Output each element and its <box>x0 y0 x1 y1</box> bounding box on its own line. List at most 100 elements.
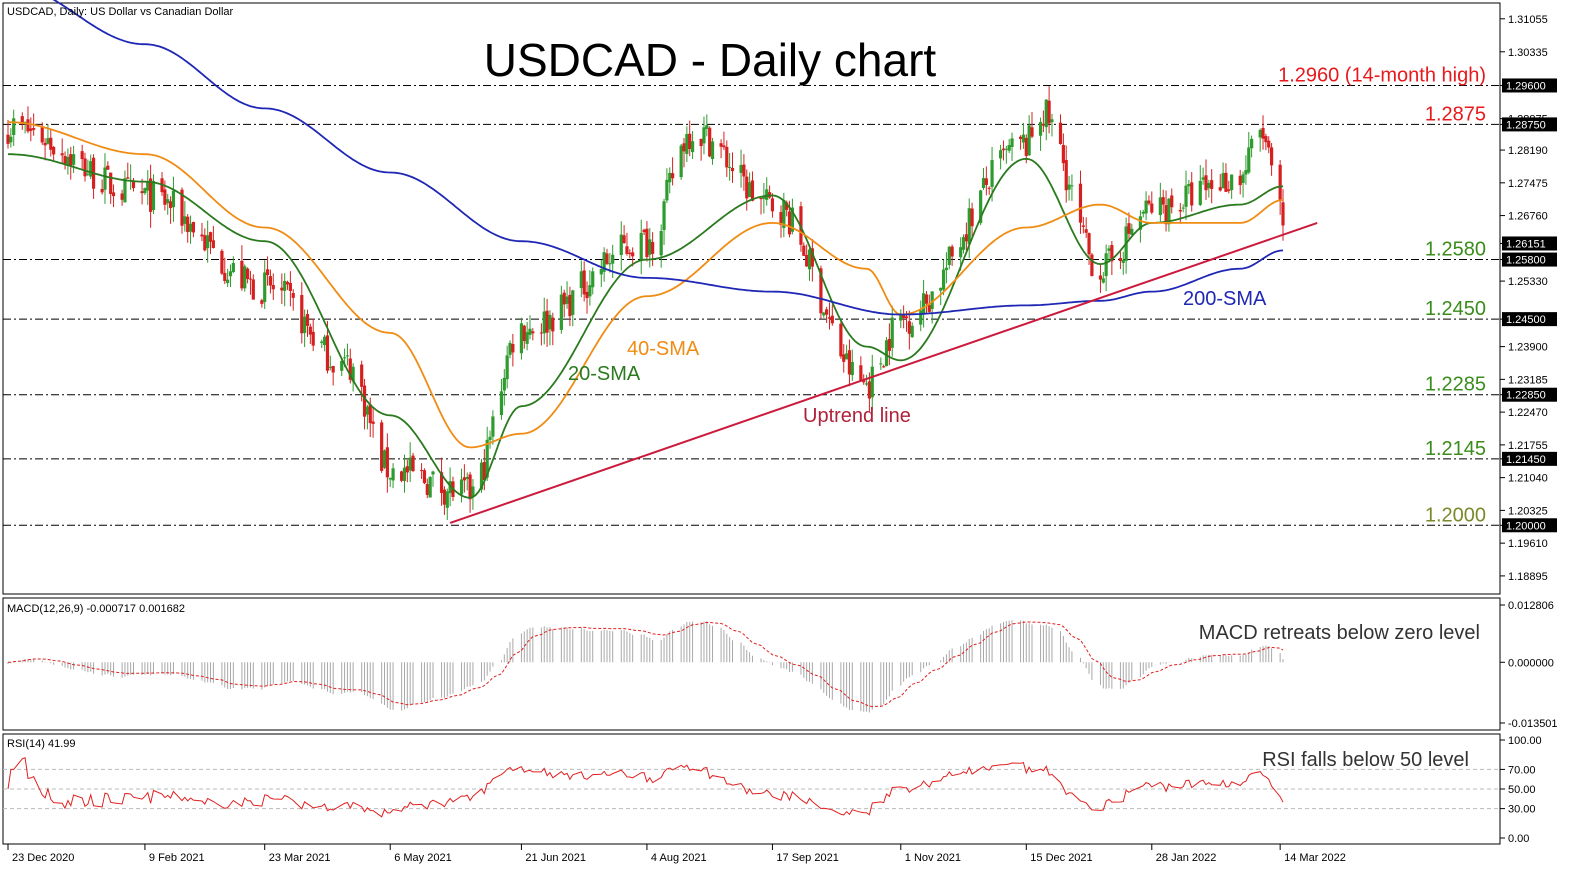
candle-body <box>291 292 295 298</box>
macd-tick-label: 0.000000 <box>1508 657 1554 669</box>
candle-body <box>919 310 923 325</box>
candle-body <box>1161 197 1165 205</box>
macd-pane-frame <box>2 597 1501 731</box>
candle-body <box>1038 122 1043 136</box>
candle-body <box>89 161 93 177</box>
price-pane-frame <box>2 2 1501 595</box>
candle-body <box>143 188 147 194</box>
candle-body <box>862 380 866 383</box>
price-tag <box>1502 387 1557 402</box>
candle-body <box>140 191 144 194</box>
candle-body <box>745 176 749 199</box>
candle-body <box>1041 123 1046 126</box>
candle-body <box>439 472 444 493</box>
candle-body <box>1030 127 1034 137</box>
price-tick-label: 1.30335 <box>1508 47 1548 59</box>
price-tag <box>1502 451 1557 466</box>
candle-body <box>902 314 906 319</box>
candle-body <box>1218 187 1222 191</box>
macd-note: MACD retreats below zero level <box>1199 622 1480 644</box>
price-tag-label: 1.28750 <box>1506 119 1546 131</box>
candle-body <box>263 272 267 302</box>
candle-body <box>565 296 569 304</box>
candle-body <box>168 201 173 209</box>
candle-body <box>80 151 84 160</box>
chart-title: USDCAD - Daily chart <box>484 34 937 86</box>
candle-body <box>103 167 107 190</box>
candle-body <box>870 366 874 398</box>
candle-body <box>428 476 432 498</box>
price-tick-label: 1.22470 <box>1508 407 1548 419</box>
candle-body <box>1201 177 1205 180</box>
candle-body <box>271 285 275 290</box>
candle-body <box>29 128 33 131</box>
time-tick-label: 28 Jan 2022 <box>1156 852 1217 864</box>
candle-body <box>910 325 914 338</box>
candle-body <box>628 252 632 255</box>
time-tick-label: 23 Dec 2020 <box>12 852 74 864</box>
candle-body <box>979 190 983 224</box>
sma200-label: 200-SMA <box>1183 288 1267 310</box>
candle-body <box>728 167 732 169</box>
rsi-tick-label: 70.00 <box>1508 764 1536 776</box>
uptrend-line <box>449 221 1318 524</box>
candle-body <box>1224 172 1228 192</box>
candle-body <box>967 208 971 245</box>
candle-body <box>60 153 64 156</box>
candle-body <box>1250 138 1254 149</box>
price-tag-label: 1.29600 <box>1506 80 1546 92</box>
rsi-note: RSI falls below 50 level <box>1262 749 1469 771</box>
candle-body <box>411 455 415 472</box>
rsi-header: RSI(14) 41.99 <box>7 738 75 750</box>
candle-body <box>1164 205 1168 225</box>
candle-body <box>790 207 794 232</box>
candle-body <box>522 325 526 342</box>
candle-body <box>465 476 469 480</box>
candle-body <box>422 470 427 484</box>
candle-body <box>762 196 766 199</box>
candle-body <box>1098 275 1103 280</box>
candle-body <box>511 344 515 353</box>
candle-body <box>1067 184 1071 190</box>
candle-body <box>300 295 304 334</box>
macd-plot <box>7 620 1284 713</box>
candle-body <box>642 229 646 233</box>
candle-body <box>1278 164 1282 201</box>
candle-body <box>49 137 53 150</box>
candle-body <box>305 314 310 326</box>
indicator-axes: 0.012806 0.000000 -0.013501 100.00 70.00 50.0… <box>1500 600 1558 845</box>
candle-body <box>1090 254 1094 276</box>
candle-body <box>1167 198 1171 225</box>
candle-body <box>1198 180 1202 205</box>
candle-body <box>240 260 244 289</box>
macd-tick-label: 0.012806 <box>1508 600 1554 612</box>
rsi-tick-label: 30.00 <box>1508 804 1536 816</box>
candle-body <box>759 197 763 200</box>
symbol-label: USDCAD, Daily: US Dollar vs Canadian Dol… <box>7 6 234 18</box>
candle-body <box>166 199 170 204</box>
candle-body <box>1247 147 1251 173</box>
candle-body <box>722 145 726 148</box>
candle-body <box>622 235 626 244</box>
candle-body <box>163 189 167 205</box>
price-tick-label: 1.23900 <box>1508 342 1548 354</box>
candle-body <box>1261 127 1265 139</box>
candle-body <box>499 391 504 416</box>
candle-body <box>1004 148 1008 150</box>
candle-body <box>220 250 224 274</box>
candle-body <box>362 385 367 417</box>
candle-body <box>6 134 10 144</box>
candle-body <box>665 179 669 201</box>
candle-body <box>539 332 543 334</box>
candle-body <box>1184 185 1188 207</box>
candle-body <box>571 290 575 315</box>
candle-body <box>40 127 44 143</box>
candle-body <box>1230 174 1234 191</box>
candle-body <box>1018 136 1023 139</box>
candle-body <box>1024 137 1028 156</box>
candle-body <box>528 328 532 335</box>
candle-body <box>710 141 715 160</box>
candle-body <box>431 471 435 475</box>
candle-body <box>670 173 675 179</box>
candle-body <box>342 357 347 359</box>
